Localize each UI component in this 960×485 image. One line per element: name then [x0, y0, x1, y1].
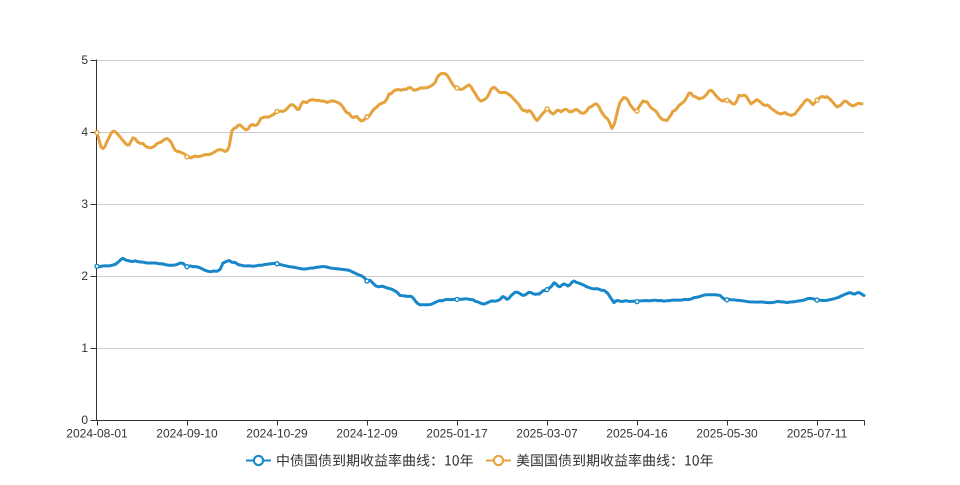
- svg-text:1: 1: [81, 341, 88, 355]
- svg-text:2025-03-07: 2025-03-07: [516, 427, 578, 441]
- svg-text:2025-07-11: 2025-07-11: [787, 427, 848, 441]
- svg-text:2025-04-16: 2025-04-16: [606, 427, 668, 441]
- svg-text:4: 4: [81, 125, 88, 139]
- svg-text:2024-12-09: 2024-12-09: [336, 427, 398, 441]
- svg-text:2024-08-01: 2024-08-01: [66, 427, 128, 441]
- svg-text:5: 5: [81, 53, 88, 67]
- svg-text:0: 0: [81, 413, 88, 427]
- svg-text:2025-05-30: 2025-05-30: [696, 427, 758, 441]
- svg-text:2025-01-17: 2025-01-17: [426, 427, 488, 441]
- svg-text:2024-10-29: 2024-10-29: [246, 427, 308, 441]
- svg-text:3: 3: [81, 197, 88, 211]
- svg-text:2: 2: [81, 269, 88, 283]
- svg-text:2024-09-10: 2024-09-10: [156, 427, 218, 441]
